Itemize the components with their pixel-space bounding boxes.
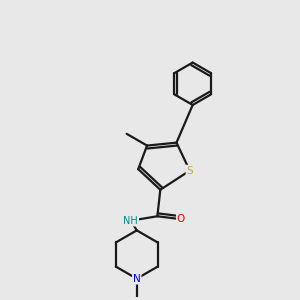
Text: NH: NH: [124, 216, 138, 226]
Text: N: N: [133, 274, 141, 284]
Text: O: O: [177, 214, 185, 224]
Text: S: S: [186, 166, 193, 176]
